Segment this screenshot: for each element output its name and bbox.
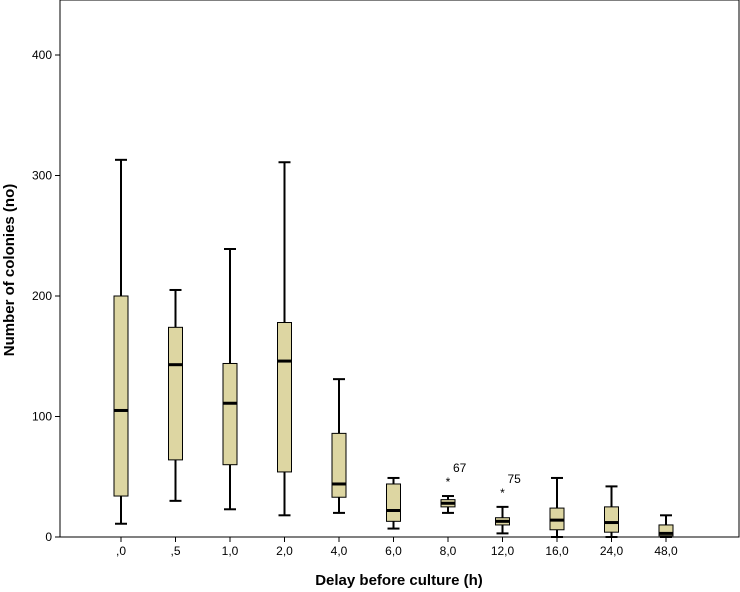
x-tick-label: ,0 xyxy=(116,544,126,558)
y-tick-label: 400 xyxy=(32,48,52,62)
outlier-marker: * xyxy=(500,486,505,500)
x-tick-label: 48,0 xyxy=(654,544,678,558)
box-2 xyxy=(222,248,238,511)
x-tick-label: 12,0 xyxy=(491,544,515,558)
x-tick-label: 24,0 xyxy=(600,544,624,558)
x-axis-title: Delay before culture (h) xyxy=(315,572,483,589)
box-5 xyxy=(386,476,401,530)
x-axis: ,0 ,5 1,0 2,0 4,0 6,0 8,0 12,0 16,0 24,0 48,0 xyxy=(116,537,678,558)
outliers-group: *67*75 xyxy=(446,461,522,500)
box-1 xyxy=(168,288,183,502)
x-tick-label: ,5 xyxy=(170,544,180,558)
box-3 xyxy=(277,161,292,517)
x-tick-label: 6,0 xyxy=(385,544,402,558)
box-iqr xyxy=(331,432,347,498)
outlier-label: 75 xyxy=(508,472,522,486)
boxes-group xyxy=(113,158,674,538)
y-axis: 0 100 200 300 400 xyxy=(32,48,60,544)
x-tick-label: 1,0 xyxy=(222,544,239,558)
box-iqr xyxy=(386,483,401,522)
y-tick-label: 0 xyxy=(45,530,52,544)
x-tick-label: 2,0 xyxy=(276,544,293,558)
x-tick-label: 8,0 xyxy=(440,544,457,558)
box-4 xyxy=(331,378,347,514)
box-iqr xyxy=(604,506,619,533)
outlier-marker: * xyxy=(446,475,451,489)
plot-frame xyxy=(59,0,740,538)
box-7 xyxy=(495,505,510,535)
box-10 xyxy=(658,514,674,538)
box-0 xyxy=(113,158,129,525)
y-axis-title: Number of colonies (no) xyxy=(1,184,18,357)
box-iqr xyxy=(113,295,129,497)
x-tick-label: 16,0 xyxy=(545,544,569,558)
box-9 xyxy=(604,485,619,538)
y-tick-label: 100 xyxy=(32,410,52,424)
box-6 xyxy=(440,495,456,514)
box-iqr xyxy=(168,326,183,461)
y-tick-label: 200 xyxy=(32,289,52,303)
box-iqr xyxy=(222,362,238,466)
outlier-label: 67 xyxy=(453,461,467,475)
box-8 xyxy=(549,476,565,538)
y-tick-label: 300 xyxy=(32,169,52,183)
box-iqr xyxy=(658,524,674,537)
box-iqr xyxy=(277,322,292,473)
x-tick-label: 4,0 xyxy=(331,544,348,558)
